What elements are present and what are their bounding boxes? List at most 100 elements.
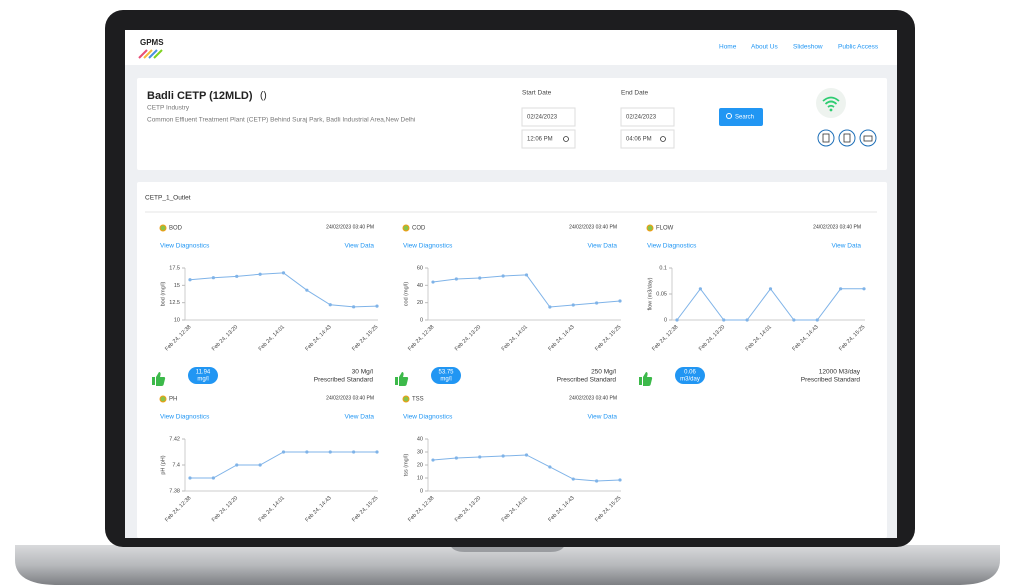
y-tick-label: 10 bbox=[174, 317, 180, 323]
y-tick-label: 10 bbox=[417, 475, 423, 481]
end-time-input[interactable] bbox=[620, 129, 675, 149]
search-button[interactable] bbox=[719, 108, 763, 126]
point bbox=[375, 304, 379, 308]
point bbox=[501, 454, 505, 458]
timestamp: 24/02/2023 03:40 PM bbox=[326, 395, 374, 401]
reading-value: 53.75 bbox=[438, 370, 454, 376]
point bbox=[328, 303, 332, 307]
wifi-icon bbox=[829, 108, 833, 112]
y-tick-label: 20 bbox=[417, 300, 423, 306]
point bbox=[478, 276, 482, 280]
thumbs-up bbox=[395, 372, 409, 386]
point bbox=[454, 277, 458, 281]
view-data[interactable]: View Data bbox=[587, 414, 617, 421]
timestamp: 24/02/2023 03:40 PM bbox=[813, 224, 861, 230]
export-excel[interactable] bbox=[817, 129, 835, 147]
start-date: 02/24/2023 bbox=[527, 115, 558, 121]
point bbox=[305, 288, 309, 292]
view-diagnostics[interactable]: View Diagnostics bbox=[403, 243, 453, 250]
view-diagnostics[interactable]: View Diagnostics bbox=[160, 243, 210, 250]
point bbox=[431, 458, 435, 462]
point bbox=[571, 477, 575, 481]
point bbox=[281, 271, 286, 275]
search-label: Search bbox=[735, 115, 754, 121]
parameter-name: COD bbox=[412, 226, 426, 232]
parameter-name: FLOW bbox=[656, 226, 674, 232]
view-data[interactable]: View Data bbox=[587, 243, 617, 250]
nav-link[interactable]: About Us bbox=[751, 44, 778, 51]
thumbs-up bbox=[152, 372, 166, 386]
icon bbox=[863, 135, 873, 142]
standard-label: Prescribed Standard bbox=[801, 377, 861, 384]
y-axis-label: tss (mg/l) bbox=[403, 454, 409, 477]
point bbox=[211, 276, 215, 280]
point bbox=[618, 299, 622, 303]
nav-link[interactable]: Slideshow bbox=[793, 44, 823, 51]
view-data[interactable]: View Data bbox=[344, 243, 374, 250]
point bbox=[188, 278, 192, 282]
point bbox=[478, 455, 482, 459]
print[interactable] bbox=[859, 129, 877, 147]
point bbox=[768, 287, 773, 291]
point bbox=[815, 318, 819, 322]
parameter-name: TSS bbox=[412, 397, 424, 403]
point bbox=[454, 456, 458, 460]
point bbox=[745, 318, 749, 322]
standard-value: 250 Mg/l bbox=[591, 369, 616, 376]
point bbox=[188, 476, 192, 480]
y-tick-label: 17.5 bbox=[169, 265, 180, 271]
export-pdf[interactable] bbox=[838, 129, 856, 147]
site-card bbox=[137, 78, 887, 170]
y-tick-label: 40 bbox=[417, 283, 423, 289]
y-axis-label: bod (mg/l) bbox=[160, 281, 166, 306]
point bbox=[595, 301, 599, 305]
view-data[interactable]: View Data bbox=[831, 243, 861, 250]
timestamp: 24/02/2023 03:40 PM bbox=[569, 395, 617, 401]
icon bbox=[822, 133, 830, 143]
site-suffix: () bbox=[260, 91, 267, 102]
start-time: 12:06 PM bbox=[527, 137, 553, 143]
reading-unit: mg/l bbox=[197, 377, 208, 383]
icon bbox=[843, 133, 851, 143]
view-diagnostics[interactable]: View Diagnostics bbox=[647, 243, 697, 250]
point bbox=[375, 450, 379, 454]
status-dot bbox=[159, 395, 167, 403]
y-tick-label: 0 bbox=[420, 317, 423, 323]
point bbox=[258, 463, 262, 467]
y-axis-label: cod (mg/l) bbox=[403, 282, 409, 307]
reading-badge bbox=[431, 367, 461, 384]
logo-text: GPMS bbox=[140, 38, 164, 47]
wifi-status bbox=[816, 88, 846, 118]
nav-link[interactable]: Public Access bbox=[838, 44, 879, 51]
y-tick-label: 7.38 bbox=[169, 488, 180, 494]
point bbox=[281, 450, 286, 454]
standard-value: 30 Mg/l bbox=[352, 369, 374, 376]
y-tick-label: 40 bbox=[417, 436, 423, 442]
end-date-input[interactable] bbox=[620, 107, 675, 127]
site-address: Common Effluent Treatment Plant (CETP) B… bbox=[147, 117, 415, 124]
reading-value: 0.06 bbox=[684, 370, 696, 376]
start-date-input[interactable] bbox=[521, 107, 576, 127]
timestamp: 24/02/2023 03:40 PM bbox=[326, 224, 374, 230]
view-diagnostics[interactable]: View Diagnostics bbox=[160, 414, 210, 421]
view-diagnostics[interactable]: View Diagnostics bbox=[403, 414, 453, 421]
point bbox=[839, 287, 843, 291]
status-dot bbox=[402, 395, 410, 403]
parameter-name: BOD bbox=[169, 226, 183, 232]
start-time-input[interactable] bbox=[521, 129, 576, 149]
timestamp: 24/02/2023 03:40 PM bbox=[569, 224, 617, 230]
navbar bbox=[125, 30, 897, 65]
nav-link[interactable]: Home bbox=[719, 44, 737, 51]
point bbox=[722, 318, 726, 322]
point bbox=[862, 287, 866, 291]
y-tick-label: 15 bbox=[174, 283, 180, 289]
reading-unit: m3/day bbox=[680, 377, 700, 383]
y-tick-label: 0 bbox=[664, 317, 667, 323]
thumbs-up bbox=[639, 372, 653, 386]
point bbox=[258, 272, 262, 276]
logo: GPMS bbox=[138, 38, 164, 59]
laptop-base bbox=[15, 545, 1000, 585]
view-data[interactable]: View Data bbox=[344, 414, 374, 421]
point bbox=[305, 450, 309, 454]
